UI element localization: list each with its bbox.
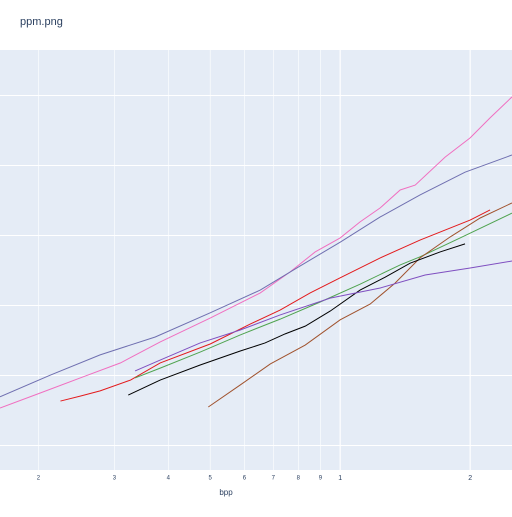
x-tick-label: 2: [37, 476, 41, 482]
series-line: [208, 202, 512, 408]
chart-title: ppm.png: [20, 16, 63, 28]
series-line: [0, 96, 512, 409]
x-axis-title: bpp: [219, 488, 233, 497]
x-tick-label: 3: [113, 476, 117, 482]
x-tick-label: 5: [209, 476, 213, 482]
x-tick-label: 7: [272, 476, 276, 482]
x-tick-label: 8: [297, 476, 301, 482]
series-line: [128, 243, 466, 396]
series-line: [134, 260, 512, 372]
x-tick-label: 1: [338, 475, 342, 482]
x-tick-label: 2: [468, 475, 472, 482]
x-tick-label: 9: [319, 476, 323, 482]
x-tick-label: 6: [243, 476, 247, 482]
plot-background: [0, 50, 512, 470]
series-line: [60, 209, 491, 402]
series-line: [0, 154, 512, 398]
x-tick-label: 4: [167, 476, 171, 482]
